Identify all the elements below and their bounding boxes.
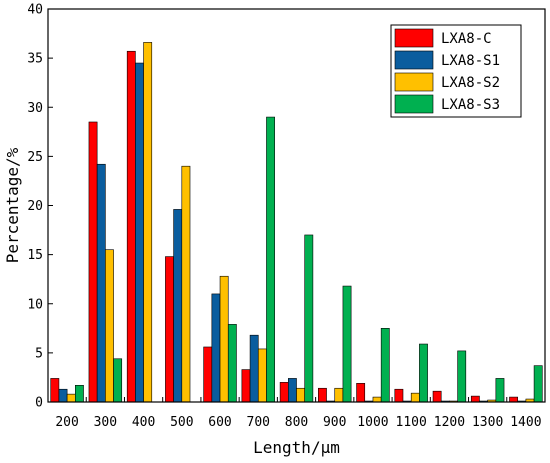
bar-LXA8-C-500 [165, 256, 174, 403]
bar-LXA8-S1-600 [211, 293, 221, 403]
x-tick-label: 900 [323, 415, 346, 430]
bar-LXA8-S1-300 [96, 163, 106, 403]
bar-LXA8-S1-500 [173, 209, 183, 403]
bar-LXA8-S3-1000 [380, 328, 390, 403]
bar-LXA8-S3-1200 [457, 350, 467, 403]
bar-LXA8-S1-200 [58, 388, 68, 403]
legend-swatch [394, 94, 434, 114]
bar-LXA8-C-1300 [470, 395, 480, 403]
x-tick-label: 600 [208, 415, 231, 430]
x-tick-label: 300 [94, 415, 117, 430]
bar-LXA8-S2-600 [219, 275, 229, 403]
bar-LXA8-C-1400 [509, 396, 518, 403]
bar-LXA8-S2-200 [66, 393, 76, 403]
bars-layer [50, 42, 543, 403]
bar-LXA8-S3-800 [304, 234, 314, 403]
y-tick-label: 35 [27, 52, 43, 67]
bar-LXA8-S2-800 [296, 387, 305, 403]
bar-LXA8-S2-700 [257, 348, 267, 403]
legend: LXA8-C LXA8-S1 LXA8-S2 LXA8-S3 [390, 24, 522, 118]
y-axis-title: Percentage/% [3, 147, 22, 263]
bar-LXA8-S2-1000 [372, 396, 382, 403]
bar-LXA8-S2-500 [181, 165, 191, 403]
bar-LXA8-C-700 [241, 369, 251, 403]
x-tick-label: 700 [247, 415, 270, 430]
bar-LXA8-C-1000 [356, 383, 366, 403]
bar-LXA8-C-300 [88, 121, 98, 403]
bar-LXA8-S3-1400 [533, 365, 543, 403]
bar-LXA8-S3-1300 [495, 378, 505, 403]
y-tick-label: 25 [27, 150, 43, 165]
legend-label: LXA8-S3 [441, 97, 500, 113]
y-tick-label: 5 [35, 346, 43, 361]
bar-LXA8-S3-300 [113, 358, 123, 403]
x-tick-label: 1300 [472, 415, 503, 430]
y-tick-label: 10 [27, 297, 43, 312]
x-tick-label: 800 [285, 415, 308, 430]
x-tick-label: 1100 [396, 415, 427, 430]
bar-LXA8-S1-800 [287, 378, 297, 403]
bar-LXA8-C-200 [50, 378, 60, 403]
bar-LXA8-C-400 [126, 50, 136, 403]
bar-LXA8-S2-400 [143, 42, 153, 403]
bar-LXA8-S1-700 [249, 334, 259, 403]
bar-LXA8-C-600 [203, 346, 213, 403]
bar-LXA8-C-900 [318, 387, 327, 403]
legend-swatch [394, 50, 434, 70]
bar-LXA8-S1-400 [135, 62, 144, 403]
bar-LXA8-S2-900 [334, 387, 344, 403]
x-tick-label: 200 [55, 415, 78, 430]
bar-LXA8-C-1200 [432, 390, 442, 403]
legend-swatch [394, 72, 434, 92]
x-tick-label: 1200 [434, 415, 465, 430]
legend-swatch [394, 28, 434, 48]
bar-LXA8-S3-700 [266, 116, 275, 403]
y-tick-label: 40 [27, 3, 43, 18]
x-tick-label: 500 [170, 415, 193, 430]
y-tick-label: 30 [27, 101, 43, 116]
y-tick-label: 20 [27, 199, 43, 214]
axes-layer: 0 5 10 15 20 25 30 35 40 200 300 400 500 600 700 800 900… [27, 3, 541, 431]
x-axis-title: Length/μm [253, 438, 340, 457]
y-tick-label: 0 [35, 396, 43, 411]
bar-LXA8-S3-600 [227, 324, 237, 403]
bar-LXA8-S3-900 [342, 285, 352, 403]
legend-label: LXA8-C [441, 31, 492, 47]
y-tick-label: 15 [27, 248, 43, 263]
x-tick-label: 1400 [510, 415, 541, 430]
legend-label: LXA8-S1 [441, 53, 500, 69]
bar-LXA8-S2-1100 [410, 392, 420, 403]
bar-LXA8-S3-1100 [419, 343, 428, 403]
bar-LXA8-S2-300 [105, 249, 114, 403]
legend-label: LXA8-S2 [441, 75, 500, 91]
x-tick-label: 400 [132, 415, 155, 430]
x-tick-label: 1000 [357, 415, 388, 430]
bar-LXA8-C-800 [279, 382, 289, 403]
bar-LXA8-C-1100 [394, 388, 404, 403]
bar-LXA8-S3-200 [75, 384, 84, 403]
